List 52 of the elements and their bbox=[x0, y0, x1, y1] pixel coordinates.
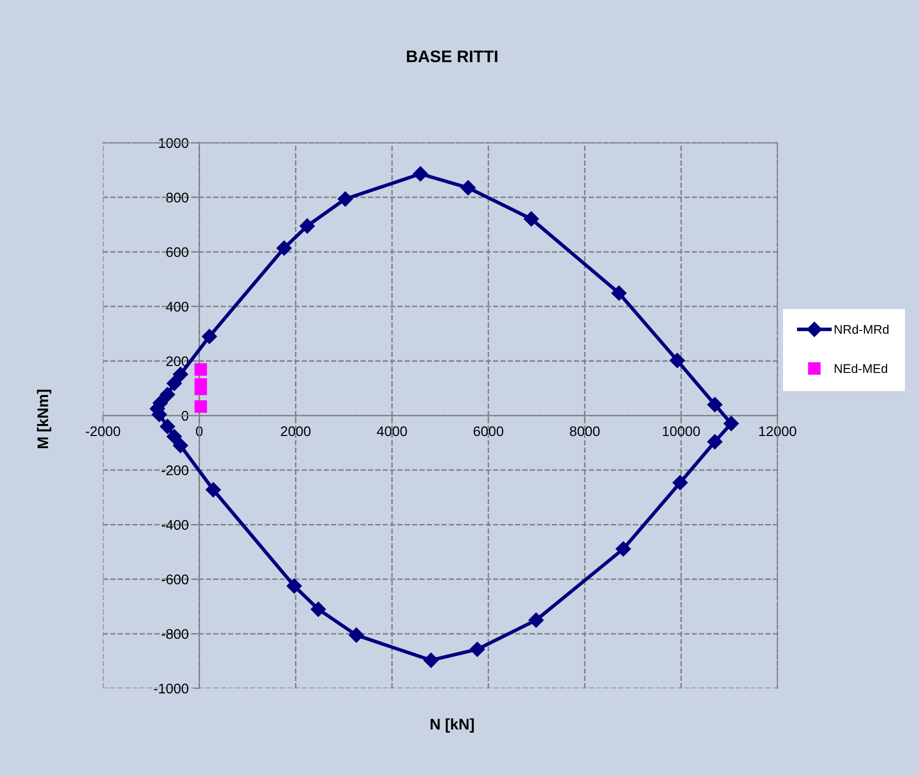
point bbox=[412, 166, 428, 182]
point bbox=[670, 352, 685, 368]
point bbox=[172, 366, 188, 382]
y-tick-label: 600 bbox=[166, 247, 188, 258]
point bbox=[166, 428, 182, 444]
legend-label: NEd-MEd bbox=[834, 364, 888, 374]
point bbox=[194, 382, 207, 396]
point bbox=[616, 541, 631, 556]
point bbox=[172, 438, 188, 454]
x-tick-label: 12000 bbox=[759, 426, 796, 436]
x-tick-label: 2000 bbox=[280, 426, 311, 436]
y-tick-label: -600 bbox=[162, 574, 188, 584]
point bbox=[460, 180, 476, 196]
x-tick-label: 4000 bbox=[376, 426, 407, 436]
x-tick-label: 10000 bbox=[662, 426, 700, 436]
x-tick-label: 0 bbox=[196, 426, 203, 436]
y-tick-label: 400 bbox=[166, 302, 188, 312]
point bbox=[672, 475, 688, 490]
point bbox=[310, 602, 326, 617]
point bbox=[166, 376, 182, 391]
point bbox=[202, 328, 217, 344]
point bbox=[470, 642, 485, 657]
legend-label: NRd-MRd bbox=[834, 324, 888, 334]
point bbox=[528, 612, 544, 628]
y-tick-label: -400 bbox=[162, 520, 188, 530]
chart-title: BASE RITTI bbox=[406, 50, 498, 62]
point bbox=[160, 418, 176, 434]
point bbox=[338, 191, 353, 207]
point bbox=[194, 363, 207, 376]
x-tick-label: -2000 bbox=[86, 426, 120, 436]
point bbox=[286, 578, 302, 594]
y-tick-label: 800 bbox=[166, 192, 188, 203]
y-tick-label: 1000 bbox=[159, 138, 188, 148]
point bbox=[160, 386, 176, 402]
y-tick-label: -200 bbox=[162, 465, 188, 476]
point bbox=[300, 218, 315, 234]
point bbox=[276, 240, 292, 256]
point bbox=[707, 434, 722, 450]
point bbox=[524, 211, 539, 226]
point bbox=[423, 652, 439, 668]
y-axis-title: M [kNm] bbox=[36, 390, 52, 448]
point bbox=[348, 628, 364, 643]
y-tick-label: -1000 bbox=[154, 684, 188, 694]
point bbox=[707, 397, 722, 412]
point bbox=[724, 416, 739, 432]
y-tick-label: -800 bbox=[162, 629, 188, 639]
x-tick-label: 6000 bbox=[474, 426, 504, 436]
point bbox=[611, 286, 627, 301]
x-axis-title: N [kN] bbox=[430, 718, 474, 733]
point bbox=[194, 400, 207, 413]
x-tick-label: 8000 bbox=[570, 426, 600, 436]
point bbox=[206, 482, 221, 498]
